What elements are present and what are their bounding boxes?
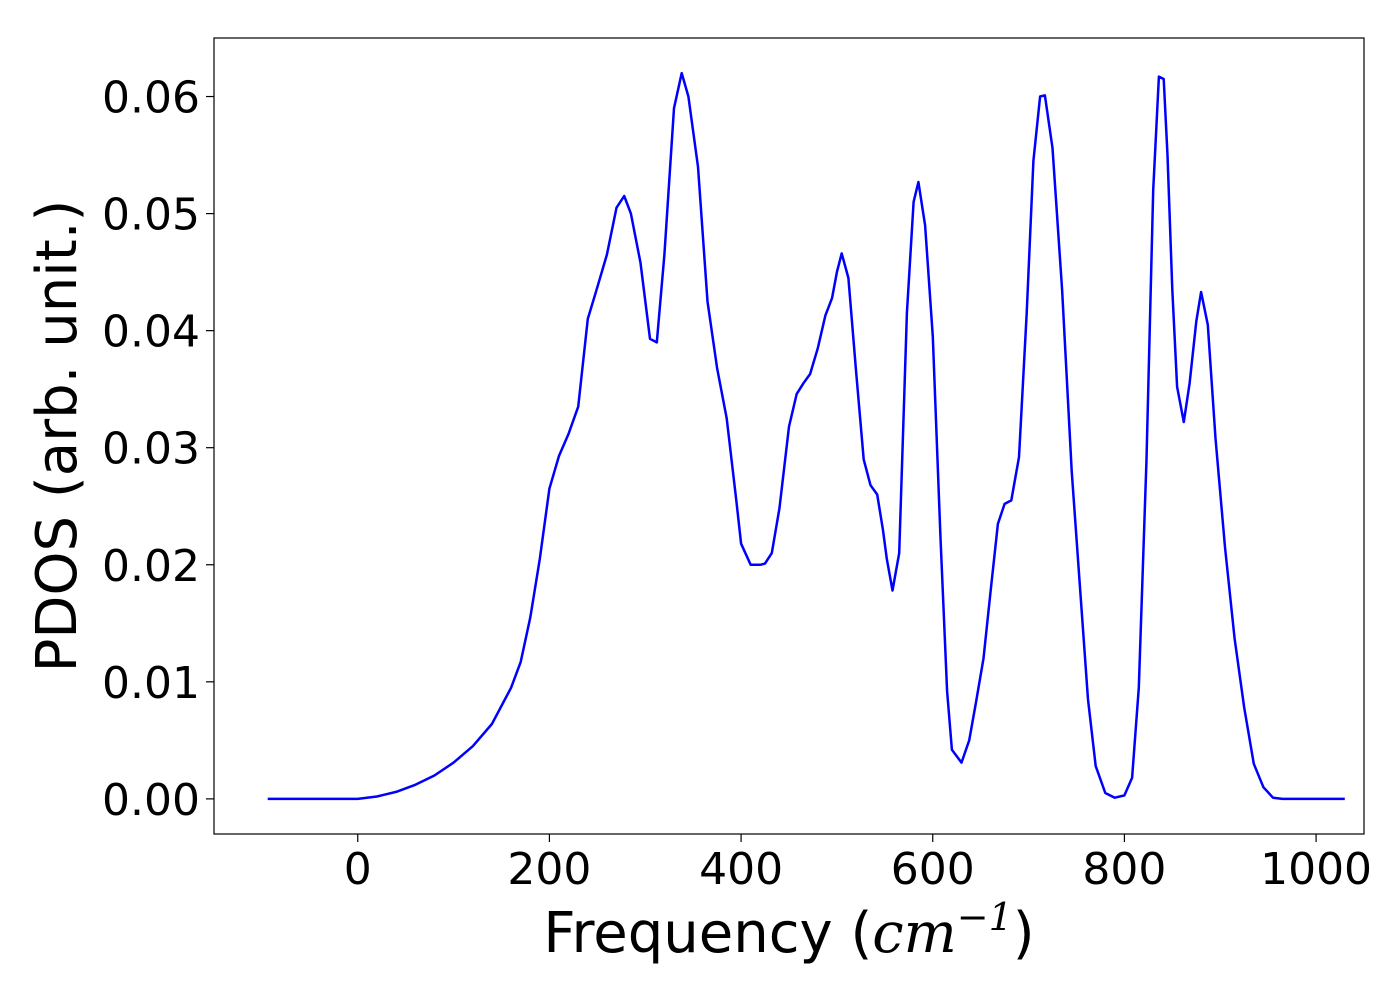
y-tick-label: 0.02 <box>102 541 200 592</box>
y-tick-label: 0.06 <box>102 73 200 124</box>
y-tick-label: 0.03 <box>102 424 200 475</box>
x-tick-label: 200 <box>507 844 591 895</box>
x-tick-label: 800 <box>1082 844 1166 895</box>
y-tick-label: 0.01 <box>102 658 200 709</box>
x-axis-label: Frequency (cm−1) <box>543 895 1034 966</box>
y-axis-label: PDOS (arb. unit.) <box>25 200 90 673</box>
y-tick-label: 0.04 <box>102 307 200 358</box>
x-tick-label: 400 <box>699 844 783 895</box>
x-tick-label: 0 <box>344 844 372 895</box>
x-axis-ticks: 0 200 400 600 800 1000 <box>344 834 1372 895</box>
y-tick-label: 0.05 <box>102 190 200 241</box>
pdos-series-line <box>267 71 1345 801</box>
y-axis-ticks: 0.00 0.01 0.02 0.03 0.04 0.05 0.06 <box>102 73 214 826</box>
x-tick-label: 1000 <box>1260 844 1372 895</box>
y-tick-label: 0.00 <box>102 775 200 826</box>
x-tick-label: 600 <box>891 844 975 895</box>
plot-area-frame <box>213 37 1365 835</box>
